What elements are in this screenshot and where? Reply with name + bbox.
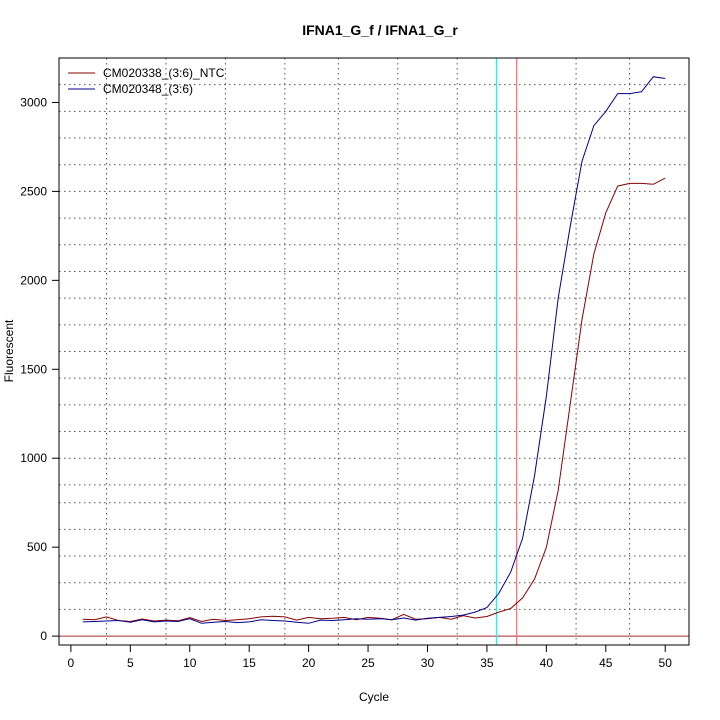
x-tick-label-7: 35	[480, 656, 494, 670]
x-tick-label-6: 30	[421, 656, 435, 670]
y-tick-label-2: 1000	[20, 451, 47, 465]
x-tick-label-8: 40	[540, 656, 554, 670]
legend-label-0: CM020338_(3:6)_NTC	[103, 66, 225, 80]
x-axis: 0 5 10 15 20 25 30 35 40 45 50	[68, 644, 673, 670]
x-tick-label-0: 0	[68, 656, 75, 670]
y-tick-label-4: 2000	[20, 273, 47, 287]
y-tick-label-1: 500	[27, 540, 47, 554]
y-axis-label: Fluorescent	[2, 319, 16, 382]
chart-title: IFNA1_G_f / IFNA1_G_r	[302, 22, 458, 38]
y-tick-label-5: 2500	[20, 184, 47, 198]
x-tick-label-9: 45	[599, 656, 613, 670]
legend-label-1: CM020348_(3:6)	[103, 82, 193, 96]
x-tick-label-3: 15	[243, 656, 257, 670]
y-tick-label-0: 0	[40, 629, 47, 643]
data-series	[82, 76, 666, 624]
x-tick-label-1: 5	[127, 656, 134, 670]
y-tick-label-3: 1500	[20, 362, 47, 376]
x-tick-label-10: 50	[659, 656, 673, 670]
series-line-1	[82, 76, 666, 624]
x-tick-label-5: 25	[361, 656, 375, 670]
y-axis: 0 500 1000 1500 2000 2500 3000	[20, 95, 60, 643]
x-tick-label-4: 20	[302, 656, 316, 670]
legend: CM020338_(3:6)_NTC CM020348_(3:6)	[68, 66, 225, 96]
x-tick-label-2: 10	[183, 656, 197, 670]
grid-lines	[59, 58, 689, 645]
y-tick-label-6: 3000	[20, 95, 47, 109]
x-axis-label: Cycle	[359, 690, 389, 704]
cycle-threshold-lines	[59, 58, 689, 645]
series-line-0	[82, 177, 666, 623]
